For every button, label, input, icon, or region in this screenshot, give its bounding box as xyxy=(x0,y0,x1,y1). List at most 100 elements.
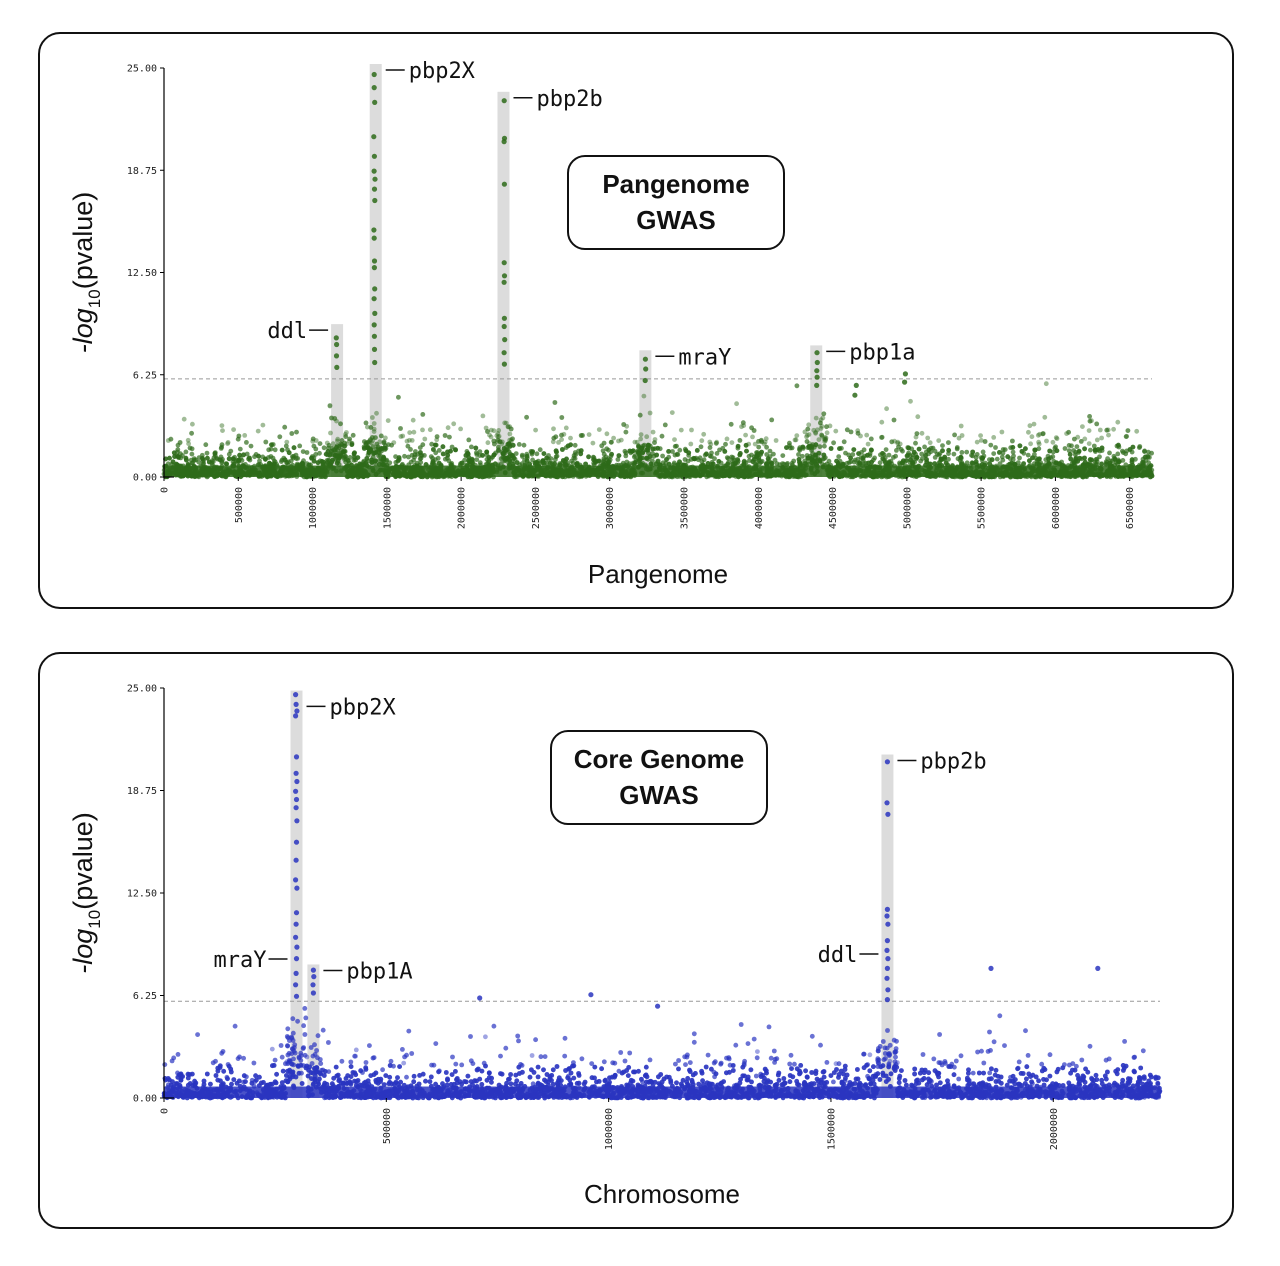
chart-0-variant-point xyxy=(368,437,373,442)
chart-0-variant-point xyxy=(503,420,509,426)
chart-0-variant-point xyxy=(1082,446,1087,452)
chart-0-variant-point xyxy=(1145,453,1151,459)
chart-0-variant-point xyxy=(913,440,918,446)
chart-0-variant-point xyxy=(866,460,871,466)
chart-0-variant-point xyxy=(225,441,231,446)
chart-0-variant-point xyxy=(818,420,823,426)
chart-0-variant-point xyxy=(1124,433,1130,439)
chart-0-variant-point xyxy=(586,454,591,460)
chart-0-variant-point xyxy=(505,424,511,430)
chart-0-variant-point xyxy=(231,427,237,432)
chart-0-variant-point xyxy=(474,457,480,462)
chart-0-variant-point xyxy=(1105,427,1111,433)
chart-0-variant-point xyxy=(817,444,823,450)
chart-0-variant-point xyxy=(892,438,897,444)
chart-0-variant-point xyxy=(632,453,638,459)
chart-0-variant-point xyxy=(632,439,638,445)
chart-0-variant-point xyxy=(672,444,678,449)
chart-0-variant-point xyxy=(735,443,741,449)
chart-0-variant-point xyxy=(772,457,778,463)
chart-0-variant-point xyxy=(1088,447,1093,453)
chart-0-variant-point xyxy=(994,456,1000,462)
chart-0-variant-point xyxy=(831,440,836,446)
chart-0-variant-point xyxy=(604,431,610,437)
chart-0-variant-point xyxy=(294,429,299,435)
chart-0-variant-point xyxy=(811,427,817,433)
chart-0-variant-point xyxy=(805,426,811,432)
chart-0-variant-point xyxy=(436,448,442,453)
chart-0-variant-point xyxy=(769,417,775,423)
chart-0-variant-point xyxy=(189,430,195,436)
chart-0-variant-point xyxy=(563,425,569,431)
chart-0-variant-point xyxy=(219,423,225,428)
chart-0-variant-point xyxy=(175,442,181,448)
chart-0-variant-point xyxy=(819,432,825,438)
chart-0-variant-point xyxy=(669,410,675,415)
chart-0-variant-point xyxy=(283,443,289,449)
chart-0-variant-point xyxy=(865,452,870,458)
chart-0-variant-point xyxy=(263,439,269,445)
chart-0-variant-point xyxy=(621,422,627,427)
chart-0-variant-point xyxy=(524,414,529,420)
chart-0-variant-point xyxy=(540,458,546,464)
chart-0-variant-point xyxy=(431,447,436,452)
chart-0-variant-point xyxy=(435,455,441,461)
chart-0-variant-point xyxy=(647,410,653,416)
chart-0-variant-point xyxy=(241,452,247,458)
chart-0-variant-point xyxy=(886,452,892,458)
chart-0-variant-point xyxy=(321,459,326,465)
chart-0-variant-point xyxy=(309,455,314,461)
chart-0-variant-point xyxy=(650,446,656,452)
chart-0-variant-point xyxy=(1086,441,1092,446)
chart-0-variant-point xyxy=(235,436,241,442)
chart-0-variant-point xyxy=(894,448,899,453)
chart-0-variant-point xyxy=(1015,460,1021,465)
chart-0-variant-point xyxy=(440,451,446,457)
chart-0-variant-point xyxy=(982,439,988,444)
chart-0-variant-point xyxy=(370,435,375,440)
chart-0-variant-point xyxy=(184,457,189,463)
chart-0-variant-point xyxy=(804,439,810,444)
chart-0-variant-point xyxy=(840,461,846,467)
chart-0-variant-point xyxy=(793,437,799,443)
chart-0-variant-point xyxy=(1066,429,1071,435)
chart-0-variant-point xyxy=(313,438,319,443)
chart-0-variant-point xyxy=(291,445,297,451)
chart-0-variant-point xyxy=(813,442,819,448)
chart-0-variant-point xyxy=(368,425,374,430)
chart-0-variant-point xyxy=(638,436,643,442)
chart-0-variant-point xyxy=(260,422,266,428)
chart-0-variant-point xyxy=(820,415,826,421)
chart-0-variant-point xyxy=(212,451,218,456)
chart-0-variant-point xyxy=(951,451,957,457)
chart-0-variant-point xyxy=(806,432,812,437)
chart-0-variant-point xyxy=(1030,455,1035,461)
chart-0-variant-point xyxy=(638,432,644,437)
chart-0-variant-point xyxy=(686,450,692,456)
chart-0-variant-point xyxy=(371,421,377,426)
chart-0-variant-point xyxy=(256,453,261,459)
chart-0-variant-point xyxy=(497,439,503,444)
chart-0-variant-point xyxy=(823,435,829,441)
chart-0-variant-point xyxy=(1073,456,1078,462)
chart-0-variant-point xyxy=(837,446,842,451)
chart-0-variant-point xyxy=(304,450,310,455)
chart-0-variant-point xyxy=(440,444,446,450)
chart-0-variant-point xyxy=(541,451,547,456)
chart-0-variant-point xyxy=(252,454,257,460)
chart-0-variant-point xyxy=(906,445,912,451)
chart-0-variant-point xyxy=(919,451,925,457)
chart-0-variant-point xyxy=(226,456,232,462)
chart-0-variant-point xyxy=(1086,428,1092,433)
chart-0-variant-point xyxy=(805,426,811,432)
chart-0-variant-point xyxy=(417,445,423,450)
chart-0-variant-point xyxy=(492,441,497,447)
chart-0-variant-point xyxy=(758,437,764,443)
chart-0-variant-point xyxy=(218,446,224,451)
chart-0-variant-point xyxy=(200,456,206,462)
chart-0-variant-point xyxy=(559,432,564,438)
chart-0-variant-point xyxy=(559,415,565,420)
chart-0-variant-point xyxy=(362,439,367,444)
chart-0-variant-point xyxy=(1036,439,1041,445)
chart-0-variant-point xyxy=(373,435,378,440)
